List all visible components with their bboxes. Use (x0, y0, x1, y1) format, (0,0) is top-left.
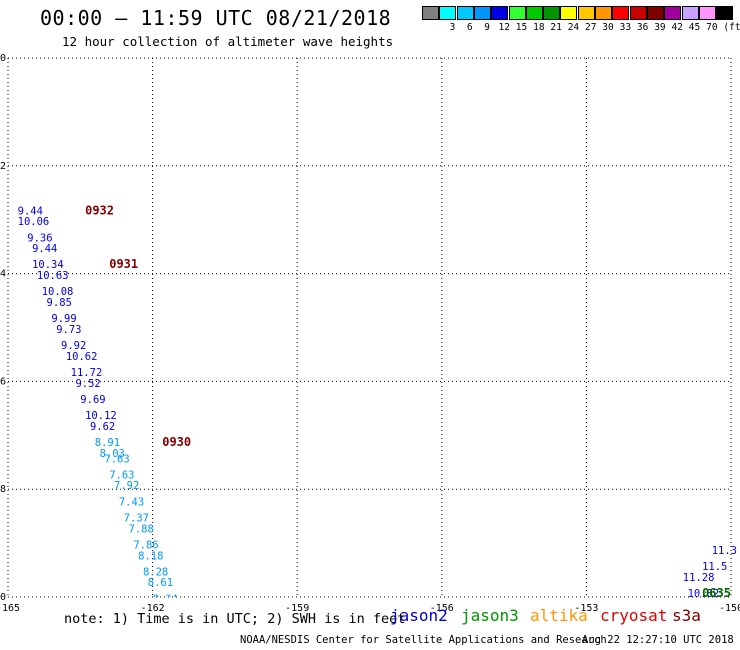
scale-swatch (681, 6, 699, 20)
swh-value-label: 11.72 (71, 367, 103, 379)
swh-value-label: 7.86 (133, 539, 158, 551)
scale-tick-label: 15 (515, 22, 528, 33)
scale-swatch (473, 6, 491, 20)
swh-value-label: 10.06 (18, 216, 50, 228)
scale-tick-label: 3 (449, 22, 456, 33)
swh-value-label: 8.18 (138, 550, 163, 562)
scale-swatch (646, 6, 664, 20)
swh-value-label: 11.5 (702, 561, 727, 573)
scale-tick-label: 42 (671, 22, 683, 33)
track-time-label: 0932 (85, 203, 114, 217)
swh-value-label: 10.34 (32, 259, 64, 271)
scale-tick-label: 36 (636, 22, 649, 33)
scale-tick-label: 27 (585, 22, 597, 33)
swh-value-label: 7.92 (114, 480, 139, 492)
lat-tick-label: -42 (0, 161, 6, 172)
scale-tick-label: 18 (533, 22, 545, 33)
swh-value-label: 9.36 (27, 232, 52, 244)
swh-value-label: 9.44 (32, 243, 57, 255)
scale-swatch (595, 6, 612, 20)
satellite-legend-jason3: jason3 (461, 606, 519, 625)
scale-tick-label: 30 (602, 22, 614, 33)
swh-value-label: 7.63 (109, 469, 134, 481)
swh-value-label: 9.62 (90, 421, 115, 433)
swh-value-label: 10.63 (37, 270, 69, 282)
lon-tick-label: -153 (574, 603, 598, 614)
track-time-label: 0931 (109, 257, 138, 271)
scale-tick-label: 21 (550, 22, 562, 33)
swh-value-label: 11.28 (683, 572, 715, 584)
scale-tick-label: 6 (466, 22, 473, 33)
scale-swatch (629, 6, 647, 20)
swh-value-label: 10.01 (702, 615, 734, 627)
lon-tick-label: -150 (719, 603, 740, 614)
scale-swatch (456, 6, 474, 20)
scale-tick-label: 33 (619, 22, 632, 33)
scale-swatch (577, 6, 595, 20)
scale-tick-label: 39 (654, 22, 666, 33)
scale-swatch (612, 6, 630, 20)
scale-swatch (491, 6, 509, 20)
map-subtitle: 12 hour collection of altimeter wave hei… (62, 34, 394, 49)
lon-tick-label: -159 (285, 603, 309, 614)
scale-swatch (543, 6, 561, 20)
swh-value-label: 9.85 (47, 297, 72, 309)
lat-tick-label: -44 (0, 269, 6, 280)
credit-line: NOAA/NESDIS Center for Satellite Applica… (240, 634, 607, 646)
satellite-legend-altika: altika (530, 606, 588, 625)
swh-value-label: 8.34 (153, 593, 178, 605)
scale-swatch (560, 6, 578, 20)
track-time-label: 0930 (162, 435, 191, 449)
swh-value-label: 7.63 (104, 453, 129, 465)
scale-swatch (508, 6, 526, 20)
swh-value-label: 10.08 (42, 286, 74, 298)
lat-tick-label: -50 (0, 592, 6, 603)
generation-timestamp: Aug 22 12:27:10 UTC 2018 (582, 634, 734, 646)
scale-tick-label: 45 (688, 22, 701, 33)
swh-value-label: 10.62 (66, 351, 98, 363)
swh-value-label: 8.03 (100, 448, 125, 460)
swh-value-label: 9.92 (61, 340, 86, 352)
swh-value-label: 8.28 (143, 566, 168, 578)
scale-tick-label: 12 (498, 22, 510, 33)
scale-swatch (439, 6, 457, 20)
scale-swatch (698, 6, 716, 20)
track-time-label: 0635 (702, 586, 731, 600)
swh-value-label: 8.91 (95, 437, 120, 449)
swh-value-label: 7.43 (119, 496, 144, 508)
scale-tick-label: 9 (484, 22, 490, 33)
lat-tick-label: -46 (0, 376, 6, 387)
scale-tick-label: 70 (706, 22, 718, 33)
swh-value-label: 10.82 (688, 588, 720, 600)
lat-tick-label: -40 (0, 53, 6, 64)
swh-value-label: 7.88 (129, 523, 154, 535)
map-title: 00:00 – 11:59 UTC 08/21/2018 (40, 6, 392, 30)
scale-swatch (422, 6, 439, 20)
lon-tick-label: -165 (0, 603, 20, 614)
scale-unit-label: (ft) (723, 22, 740, 33)
footer-note: note: 1) Time is in UTC; 2) SWH is in fe… (64, 611, 406, 627)
lat-tick-label: -48 (0, 484, 6, 495)
swh-value-label: 8.61 (148, 577, 173, 589)
lon-tick-label: -162 (141, 603, 165, 614)
wave-labels-layer: 9.4410.069.369.4410.3410.6310.089.859.99… (18, 203, 737, 627)
lon-tick-label: -156 (430, 603, 454, 614)
satellite-legend-cryosat: cryosat (600, 606, 668, 625)
swh-value-label: 9.44 (18, 205, 43, 217)
scale-swatch (664, 6, 682, 20)
scale-swatch (716, 6, 734, 20)
swh-value-label: 7.37 (124, 513, 149, 525)
satellite-legend-jason2: jason2 (390, 606, 448, 625)
scale-swatch (525, 6, 543, 20)
swh-value-label: 11.3 (712, 545, 737, 557)
satellite-legend-s3a: s3a (672, 606, 701, 625)
scale-tick-label: 24 (567, 22, 580, 33)
swh-value-label: 9.69 (80, 394, 105, 406)
swh-value-label: 10.12 (85, 410, 117, 422)
swh-value-label: 9.52 (75, 378, 100, 390)
swh-value-label: 9.99 (51, 313, 76, 325)
swh-value-label: 9.73 (56, 324, 81, 336)
